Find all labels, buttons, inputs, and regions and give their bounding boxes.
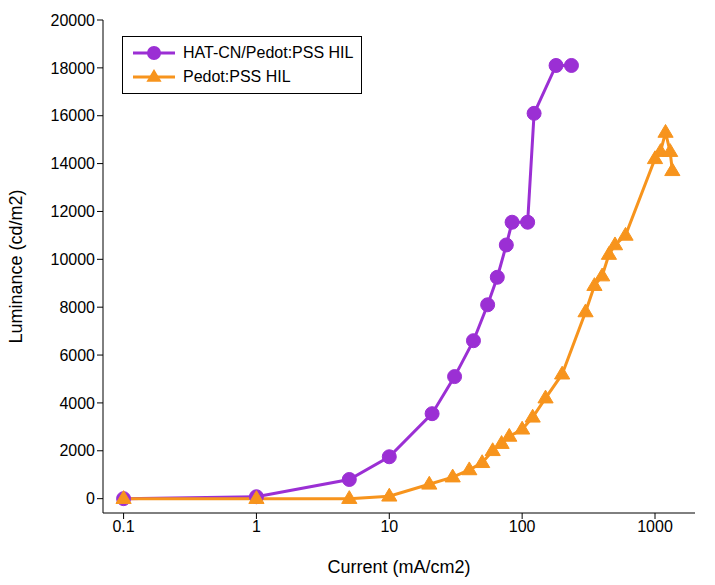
svg-text:2000: 2000 <box>59 442 95 459</box>
svg-text:1000: 1000 <box>637 518 673 535</box>
svg-text:12000: 12000 <box>51 203 96 220</box>
svg-text:10: 10 <box>380 518 398 535</box>
svg-text:18000: 18000 <box>51 60 96 77</box>
svg-text:0.1: 0.1 <box>112 518 134 535</box>
svg-text:10000: 10000 <box>51 251 96 268</box>
html-text:Pedot:PSS HIL: Pedot:PSS HIL <box>183 68 291 85</box>
svg-text:0: 0 <box>86 490 95 507</box>
svg-text:20000: 20000 <box>51 12 96 29</box>
svg-text:16000: 16000 <box>51 107 96 124</box>
svg-text:100: 100 <box>509 518 536 535</box>
svg-text:Luminance (cd/m2): Luminance (cd/m2) <box>6 189 26 343</box>
svg-text:Current (mA/cm2): Current (mA/cm2) <box>327 557 470 577</box>
svg-text:14000: 14000 <box>51 155 96 172</box>
svg-text:1: 1 <box>252 518 261 535</box>
svg-text:8000: 8000 <box>59 299 95 316</box>
svg-text:6000: 6000 <box>59 347 95 364</box>
html-text:HAT-CN/Pedot:PSS HIL: HAT-CN/Pedot:PSS HIL <box>183 44 354 61</box>
svg-text:4000: 4000 <box>59 395 95 412</box>
